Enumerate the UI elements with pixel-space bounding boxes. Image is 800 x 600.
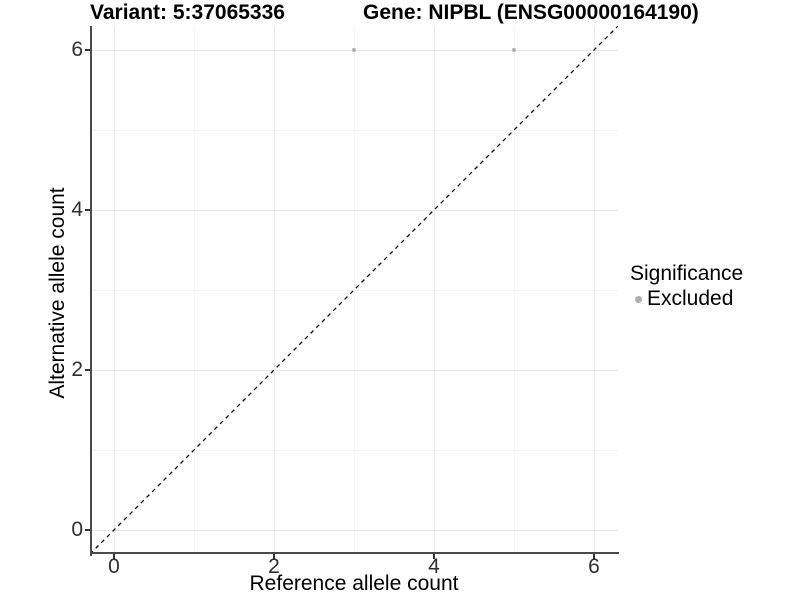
data-point <box>352 48 356 52</box>
data-point <box>512 48 516 52</box>
x-tick-label: 4 <box>428 555 440 578</box>
x-axis-line <box>90 552 619 554</box>
y-tick-label: 2 <box>71 358 83 381</box>
y-axis-line <box>90 26 92 556</box>
x-tick-mark <box>593 554 595 559</box>
gridline-major-x <box>273 26 275 554</box>
x-tick-mark <box>433 554 435 559</box>
x-tick-label: 6 <box>588 555 600 578</box>
legend-title: Significance <box>630 262 744 285</box>
legend-item-excluded: Excluded <box>630 287 743 311</box>
gridline-major-y <box>90 529 618 531</box>
y-tick-mark <box>85 369 90 371</box>
gridline-minor-y <box>90 289 618 291</box>
y-tick-mark <box>85 209 90 211</box>
x-tick-label: 0 <box>108 555 120 578</box>
y-tick-mark <box>85 529 90 531</box>
gridline-major-x <box>593 26 595 554</box>
x-tick-mark <box>113 554 115 559</box>
y-tick-label: 0 <box>71 518 83 541</box>
y-tick-mark <box>85 49 90 51</box>
gridline-major-y <box>90 209 618 211</box>
y-axis-label: Alternative allele count <box>46 187 69 399</box>
legend-point-icon <box>635 295 642 303</box>
gene-title: Gene: NIPBL (ENSG00000164190) <box>363 1 699 24</box>
x-axis-label: Reference allele count <box>249 572 459 595</box>
legend: Significance Excluded <box>630 262 743 311</box>
legend-item-label: Excluded <box>647 287 734 310</box>
gridline-major-y <box>90 369 618 371</box>
gridline-minor-y <box>90 129 618 131</box>
y-tick-label: 4 <box>71 198 83 221</box>
x-tick-mark <box>273 554 275 559</box>
variant-title: Variant: 5:37065336 <box>90 1 285 24</box>
y-tick-label: 6 <box>71 38 83 61</box>
gridline-major-x <box>113 26 115 554</box>
gridline-major-x <box>433 26 435 554</box>
identity-dashed-line <box>90 26 618 554</box>
gridline-minor-x <box>513 26 515 554</box>
x-tick-label: 2 <box>268 555 280 578</box>
